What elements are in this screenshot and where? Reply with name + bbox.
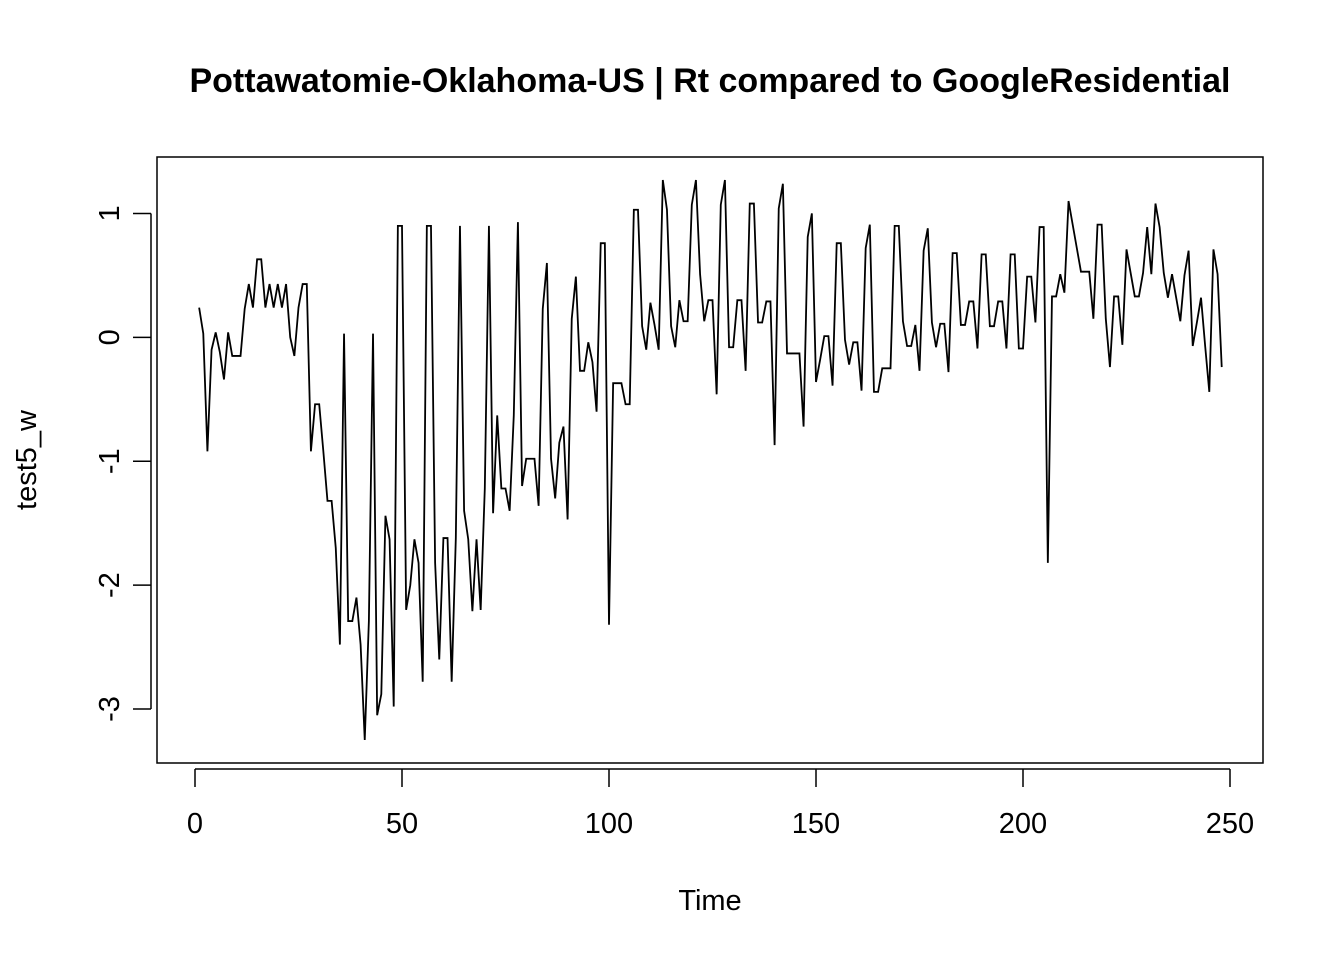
y-axis: 1 0 -1 -2 -3 [94,205,152,722]
y-tick-label: -2 [94,572,126,598]
x-axis-label: Time [678,885,741,917]
y-tick-label: 0 [94,329,126,345]
y-tick-label: -3 [94,696,126,722]
x-tick-label: 0 [187,808,203,840]
x-tick-label: 200 [999,808,1047,840]
chart-title: Pottawatomie-Oklahoma-US | Rt compared t… [189,62,1230,100]
series-line-test5_w [198,179,1223,741]
x-axis: 0 50 100 150 200 250 [187,768,1254,840]
plot-frame [156,156,1264,764]
x-tick-label: 50 [386,808,418,840]
x-tick-label: 100 [585,808,633,840]
y-axis-label: test5_w [11,409,43,510]
x-tick-label: 150 [792,808,840,840]
series-layer [198,179,1223,741]
y-tick-label: -1 [94,448,126,474]
x-tick-label: 250 [1206,808,1254,840]
y-tick-label: 1 [94,205,126,221]
